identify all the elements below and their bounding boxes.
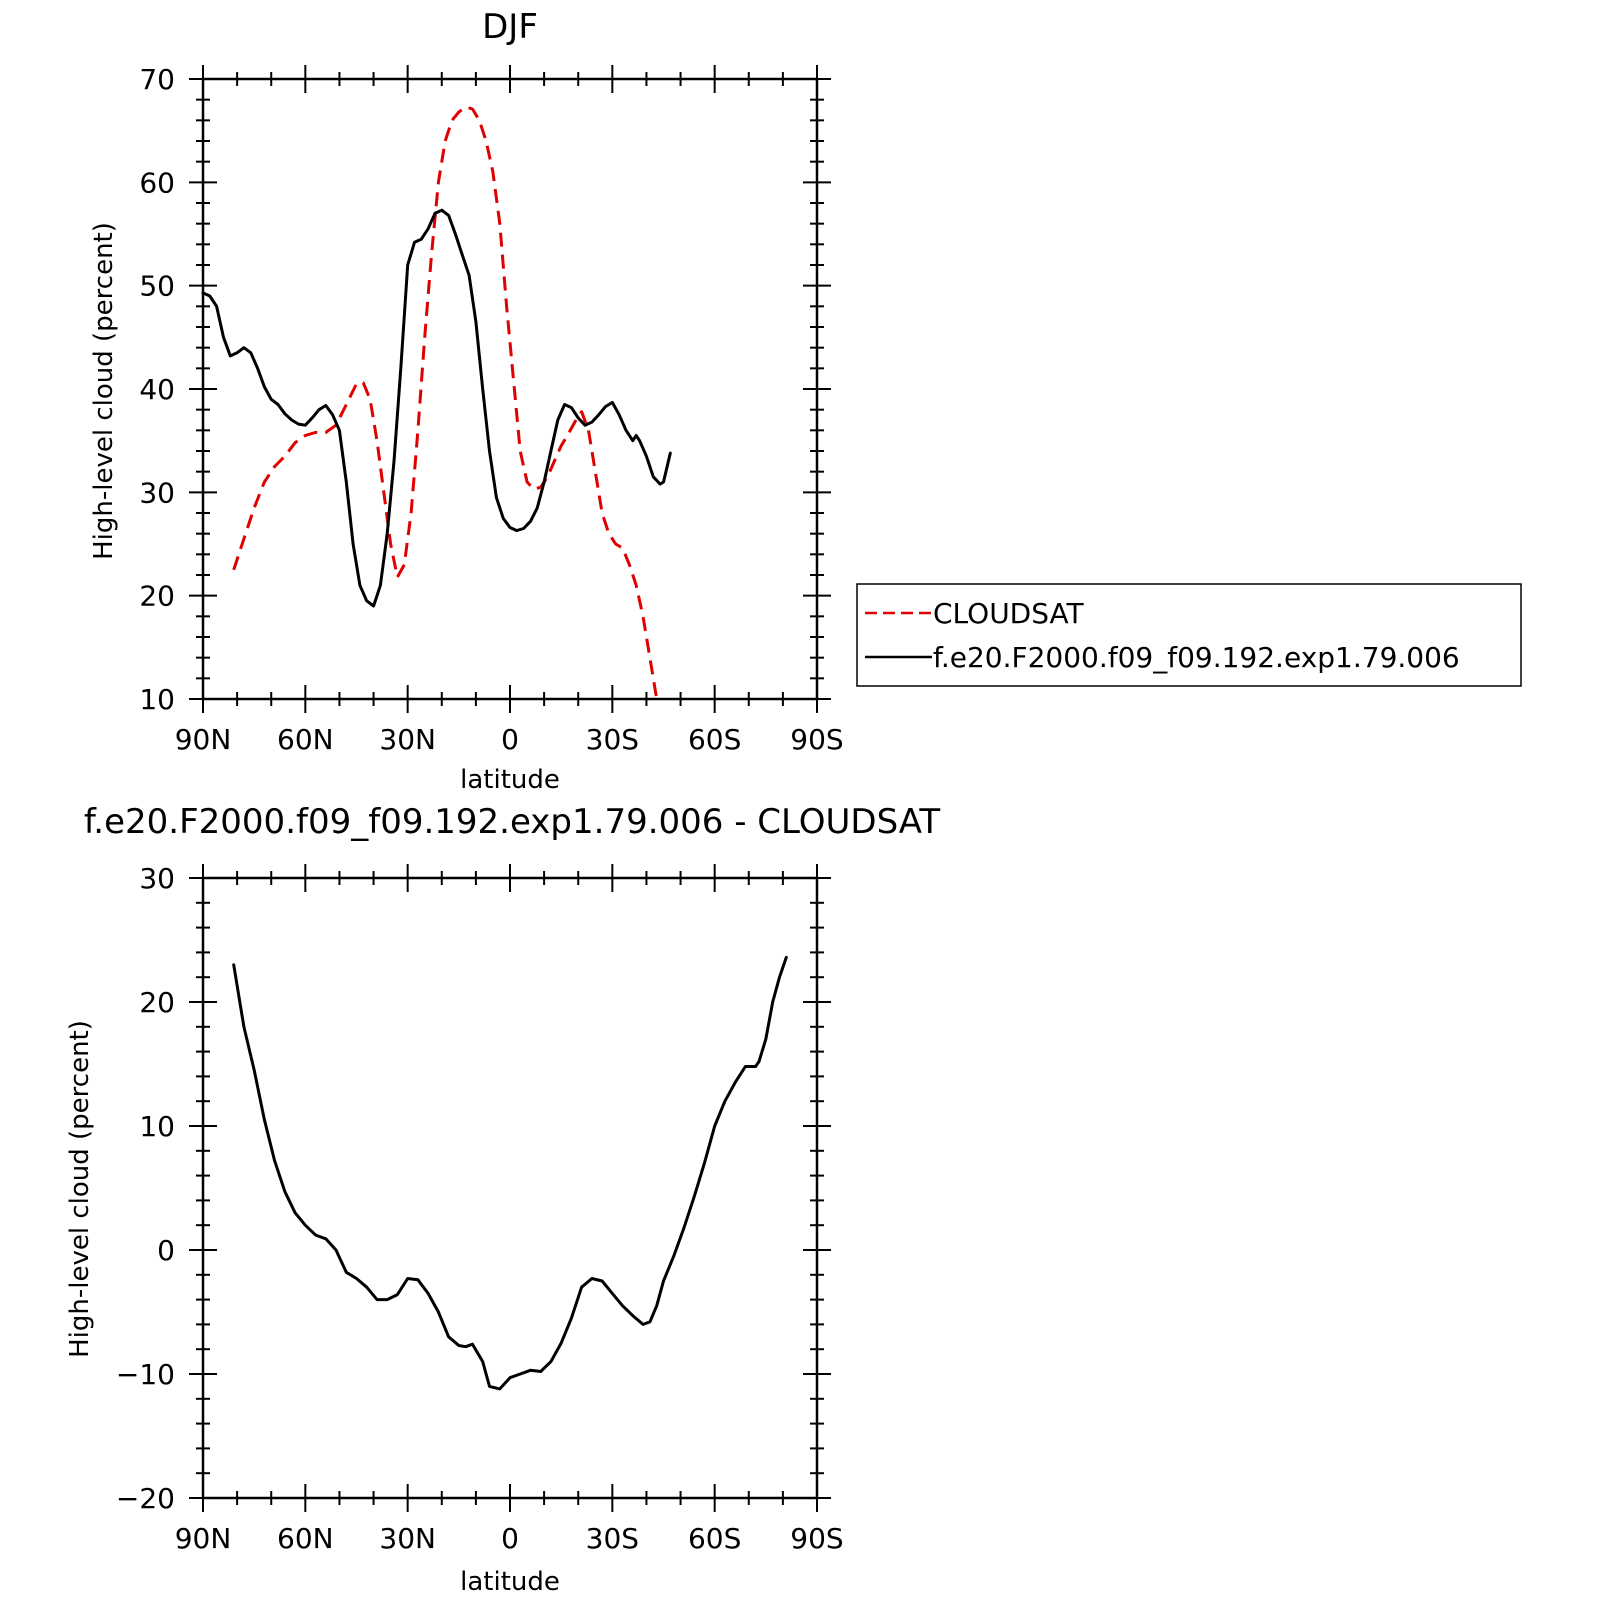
bottom-tick-marks <box>189 864 831 1512</box>
top-y-tick-labels: 10 20 30 40 50 60 70 <box>139 63 175 716</box>
series-line-cloudsat <box>232 105 659 700</box>
y-tick-label: 50 <box>139 270 175 303</box>
legend-label-cloudsat: CLOUDSAT <box>933 597 1085 630</box>
y-tick-label: 10 <box>139 1110 175 1143</box>
y-tick-label: 30 <box>139 862 175 895</box>
x-tick-label: 0 <box>501 723 519 756</box>
y-tick-label: 20 <box>139 986 175 1019</box>
x-tick-label: 60S <box>688 1522 741 1555</box>
y-tick-label: −20 <box>116 1482 175 1515</box>
x-tick-label: 30N <box>379 723 436 756</box>
y-tick-label: 40 <box>139 373 175 406</box>
x-tick-label: 60N <box>277 723 334 756</box>
x-tick-label: 60N <box>277 1522 334 1555</box>
top-x-tick-labels: 90N 60N 30N 0 30S 60S 90S <box>175 723 844 756</box>
x-tick-label: 90N <box>175 1522 232 1555</box>
legend: CLOUDSAT f.e20.F2000.f09_f09.192.exp1.79… <box>856 583 1522 687</box>
x-tick-label: 0 <box>501 1522 519 1555</box>
y-tick-label: 30 <box>139 476 175 509</box>
bottom-series-group <box>232 955 788 1391</box>
bottom-panel: f.e20.F2000.f09_f09.192.exp1.79.006 - CL… <box>65 802 940 1597</box>
top-panel: DJF High-level cloud (percent) latitude … <box>89 7 844 795</box>
bottom-title: f.e20.F2000.f09_f09.192.exp1.79.006 - CL… <box>84 802 941 842</box>
top-series-group <box>201 105 672 700</box>
x-tick-label: 30S <box>586 1522 639 1555</box>
top-ylabel: High-level cloud (percent) <box>89 222 119 560</box>
bottom-plot-frame <box>201 876 819 1500</box>
series-line-difference <box>232 955 788 1391</box>
top-xlabel: latitude <box>460 765 560 795</box>
bottom-ylabel: High-level cloud (percent) <box>65 1020 95 1358</box>
top-title: DJF <box>482 7 538 47</box>
x-tick-label: 60S <box>688 723 741 756</box>
y-tick-label: −10 <box>116 1358 175 1391</box>
y-tick-label: 70 <box>139 63 175 96</box>
x-tick-label: 90S <box>790 1522 843 1555</box>
series-line-model <box>201 208 672 608</box>
top-plot-frame <box>201 77 819 701</box>
legend-box <box>856 583 1522 687</box>
y-tick-label: 60 <box>139 166 175 199</box>
x-tick-label: 90N <box>175 723 232 756</box>
x-tick-label: 30S <box>586 723 639 756</box>
y-tick-label: 10 <box>139 683 175 716</box>
y-tick-label: 0 <box>157 1234 175 1267</box>
bottom-x-tick-labels: 90N 60N 30N 0 30S 60S 90S <box>175 1522 844 1555</box>
x-tick-label: 90S <box>790 723 843 756</box>
bottom-y-tick-labels: −20 −10 0 10 20 30 <box>116 862 175 1515</box>
x-tick-label: 30N <box>379 1522 436 1555</box>
y-tick-label: 20 <box>139 580 175 613</box>
top-tick-marks <box>189 65 831 713</box>
bottom-xlabel: latitude <box>460 1567 560 1597</box>
legend-label-model: f.e20.F2000.f09_f09.192.exp1.79.006 <box>933 641 1460 674</box>
